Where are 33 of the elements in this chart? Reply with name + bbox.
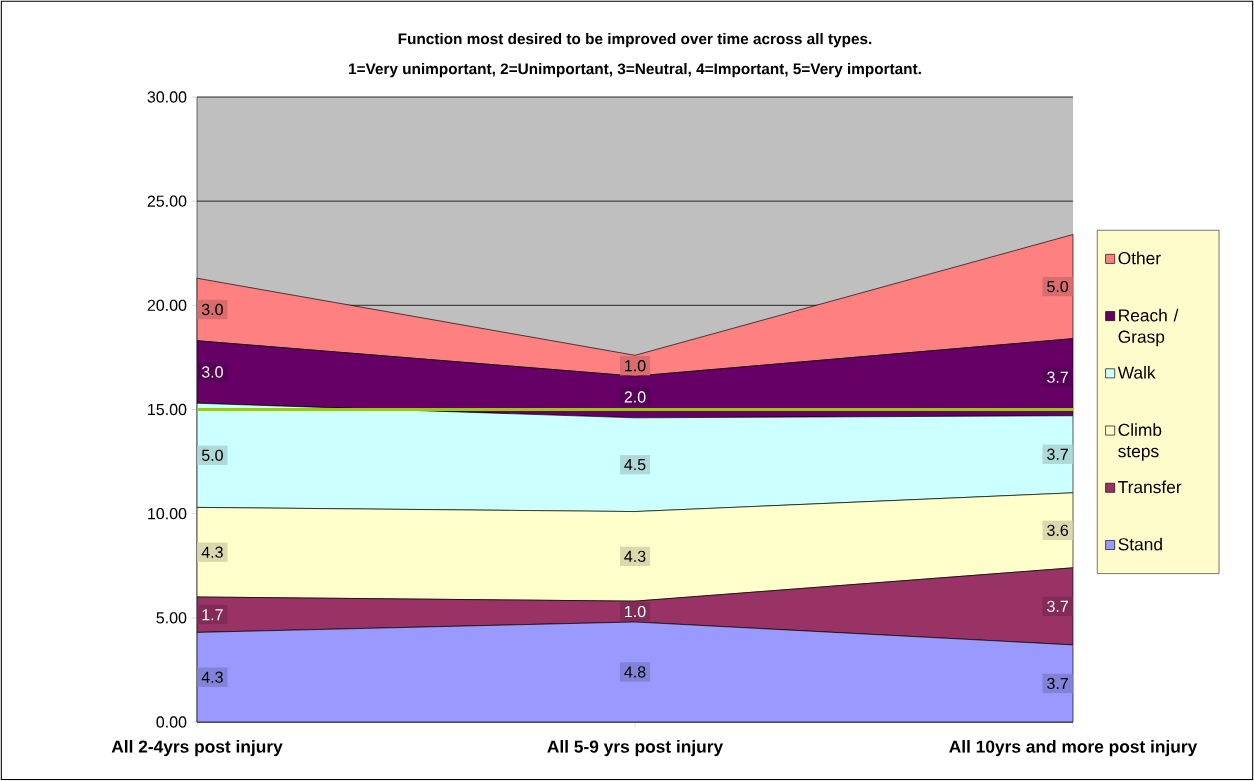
data-label: 3.0 — [201, 303, 223, 316]
x-tick-label: All 2-4yrs post injury — [111, 740, 283, 757]
data-label: 3.7 — [1047, 600, 1068, 613]
y-tick-label: 30.00 — [147, 91, 187, 103]
data-label: 3.7 — [1047, 677, 1068, 690]
y-tick-label: 15.00 — [148, 403, 187, 416]
x-tick-label: All 5-9 yrs post injury — [547, 740, 724, 757]
legend-label: Reach / Grasp — [1118, 308, 1179, 347]
chart-title: Function most desired to be improved over time across all types. — [398, 32, 872, 48]
y-tick-label: 10.00 — [148, 507, 187, 520]
legend-label: Other — [1118, 251, 1161, 265]
data-label: 3.7 — [1047, 371, 1068, 383]
y-tick-label: 5.00 — [156, 612, 187, 624]
legend-label: Climb steps — [1118, 423, 1162, 461]
chart-subtitle: 1=Very unimportant, 2=Unimportant, 3=Neutral, 4=Important, 5=Very important. — [349, 62, 921, 78]
x-tick-label: All 10yrs and more post injury — [949, 740, 1198, 757]
data-label: 3.0 — [201, 366, 223, 378]
data-label: 4.8 — [624, 666, 646, 678]
data-label: 4.3 — [201, 671, 223, 683]
data-label: 3.6 — [1047, 524, 1069, 536]
y-tick-label: 20.00 — [147, 299, 187, 311]
legend-label: Transfer — [1118, 480, 1182, 494]
data-label: 4.3 — [624, 550, 646, 563]
y-tick-label: 0.00 — [156, 716, 187, 728]
data-label: 5.0 — [1047, 280, 1069, 293]
data-label: 4.3 — [201, 546, 223, 558]
data-label: 1.7 — [202, 609, 223, 621]
legend-label: Walk — [1117, 366, 1156, 379]
data-label: 2.0 — [624, 391, 646, 403]
legend-label: Stand — [1118, 537, 1162, 551]
data-label: 1.0 — [625, 605, 646, 618]
y-tick-label: 25.00 — [147, 195, 187, 207]
data-label: 1.0 — [625, 360, 646, 372]
